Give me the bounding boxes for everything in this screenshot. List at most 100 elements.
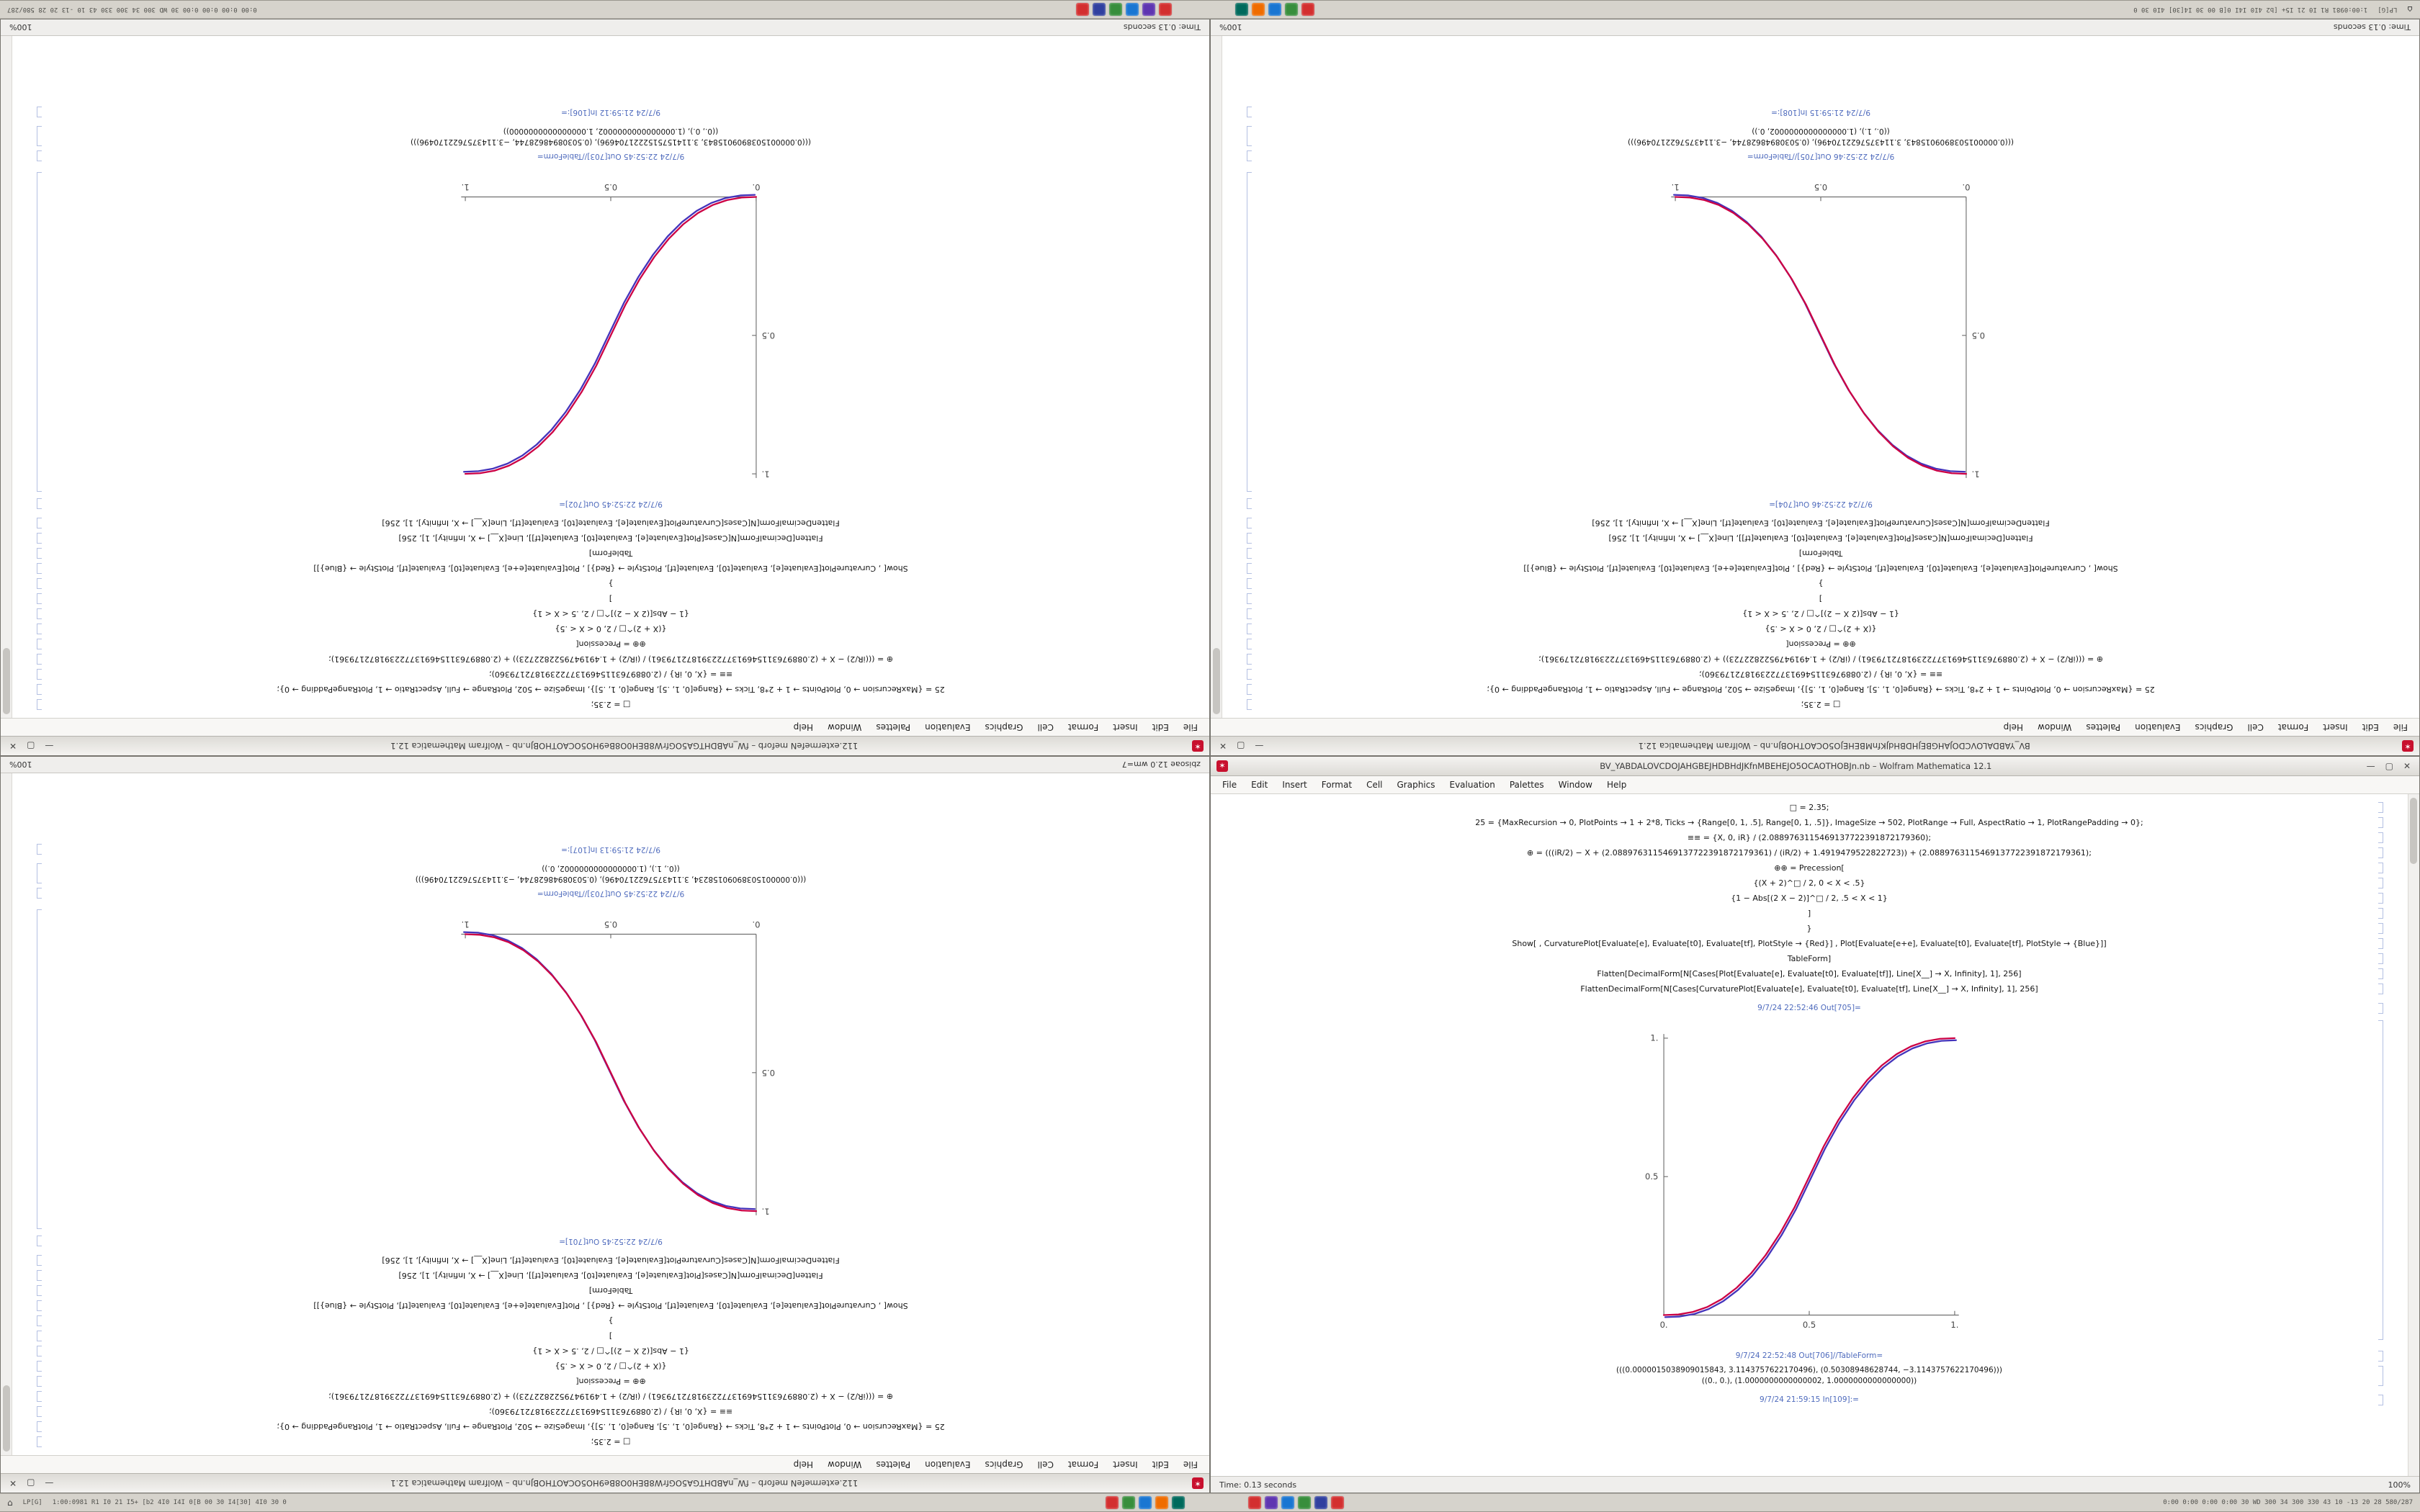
menu-item-help[interactable]: Help bbox=[793, 1459, 814, 1470]
input-cell-4[interactable]: ⊕ = (((iR/2) − X + (2.088976311546913772… bbox=[53, 653, 1169, 665]
input-cell-8[interactable]: ] bbox=[53, 593, 1169, 605]
app-group-2-icon-4[interactable] bbox=[1108, 3, 1122, 16]
menu-item-edit[interactable]: Edit bbox=[1152, 722, 1169, 732]
menu-item-evaluation[interactable]: Evaluation bbox=[925, 722, 971, 732]
app-group-2-icon-4[interactable] bbox=[1298, 1496, 1312, 1509]
vertical-scrollbar[interactable] bbox=[1, 36, 12, 718]
menu-item-file[interactable]: File bbox=[2393, 722, 2408, 732]
app-group-1-icon-3[interactable] bbox=[1139, 1496, 1152, 1509]
menu-item-insert[interactable]: Insert bbox=[1113, 1459, 1138, 1470]
input-cell-9[interactable]: } bbox=[53, 1315, 1169, 1327]
input-cell-6[interactable]: {(X + 2)^□ / 2, 0 < X < .5} bbox=[53, 623, 1169, 635]
app-group-2-icon-2[interactable] bbox=[1142, 3, 1155, 16]
app-group-1-icon-1[interactable] bbox=[1301, 3, 1314, 16]
home-icon[interactable]: ⌂ bbox=[7, 1498, 13, 1508]
notebook-content[interactable]: □ = 2.35; 25 = {MaxRecursion → 0, PlotPoi… bbox=[1, 773, 1209, 1455]
minimize-button[interactable]: — bbox=[45, 741, 54, 751]
input-cell-6[interactable]: {(X + 2)^□ / 2, 0 < X < .5} bbox=[53, 1360, 1169, 1372]
app-group-1-icon-5[interactable] bbox=[1234, 3, 1248, 16]
window-titlebar[interactable]: ✶ BV_YABDALOVCDOJAHGBEJHDBHdJKfnMBEHEJO5… bbox=[1211, 736, 2419, 755]
minimize-button[interactable]: — bbox=[2366, 761, 2375, 771]
input-cell-12[interactable]: Flatten[DecimalForm[N[Cases[Plot[Evaluat… bbox=[1251, 968, 2383, 980]
close-button[interactable]: ✕ bbox=[9, 741, 17, 751]
menu-item-graphics[interactable]: Graphics bbox=[1397, 780, 1435, 790]
menu-item-help[interactable]: Help bbox=[2003, 722, 2024, 732]
input-cell-7[interactable]: {1 − Abs[(2 X − 2)]^□ / 2, .5 < X < 1} bbox=[1263, 608, 2379, 620]
input-cell-13[interactable]: FlattenDecimalForm[N[Cases[CurvaturePlot… bbox=[1263, 517, 2379, 529]
input-cell-3[interactable]: ≡≡ = {X, 0, iR} / (2.0889763115469137722… bbox=[53, 1405, 1169, 1418]
maximize-button[interactable]: ▢ bbox=[1237, 741, 1245, 751]
input-cell-2[interactable]: 25 = {MaxRecursion → 0, PlotPoints → 1 +… bbox=[53, 1421, 1169, 1433]
notebook-content[interactable]: □ = 2.35; 25 = {MaxRecursion → 0, PlotPoi… bbox=[1211, 36, 2419, 718]
input-cell-9[interactable]: } bbox=[1263, 577, 2379, 590]
input-cell-4[interactable]: ⊕ = (((iR/2) − X + (2.088976311546913772… bbox=[53, 1390, 1169, 1403]
input-cell-10[interactable]: Show[ , CurvaturePlot[Evaluate[e], Evalu… bbox=[53, 562, 1169, 575]
menu-item-window[interactable]: Window bbox=[828, 722, 862, 732]
maximize-button[interactable]: ▢ bbox=[2385, 761, 2393, 771]
input-cell-5[interactable]: ⊕⊕ = Precession[ bbox=[1263, 638, 2379, 650]
input-cell-8[interactable]: ] bbox=[1251, 907, 2383, 919]
input-cell-8[interactable]: ] bbox=[1263, 593, 2379, 605]
menu-item-file[interactable]: File bbox=[1222, 780, 1237, 790]
menu-item-format[interactable]: Format bbox=[1321, 780, 1353, 790]
vertical-scrollbar[interactable] bbox=[1211, 36, 1222, 718]
input-cell-2[interactable]: 25 = {MaxRecursion → 0, PlotPoints → 1 +… bbox=[53, 683, 1169, 696]
input-cell-5[interactable]: ⊕⊕ = Precession[ bbox=[1251, 862, 2383, 874]
app-group-2-icon-2[interactable] bbox=[1265, 1496, 1278, 1509]
input-cell-13[interactable]: FlattenDecimalForm[N[Cases[CurvaturePlot… bbox=[53, 517, 1169, 529]
app-group-2-icon-6[interactable] bbox=[1075, 3, 1089, 16]
scrollbar-thumb[interactable] bbox=[3, 648, 10, 714]
input-cell-3[interactable]: ≡≡ = {X, 0, iR} / (2.0889763115469137722… bbox=[53, 668, 1169, 680]
minimize-button[interactable]: — bbox=[1255, 741, 1264, 751]
input-cell-11[interactable]: TableForm] bbox=[53, 1284, 1169, 1297]
input-cell-5[interactable]: ⊕⊕ = Precession[ bbox=[53, 1375, 1169, 1387]
menu-item-graphics[interactable]: Graphics bbox=[985, 1459, 1023, 1470]
input-cell-10[interactable]: Show[ , CurvaturePlot[Evaluate[e], Evalu… bbox=[1251, 937, 2383, 950]
menu-item-edit[interactable]: Edit bbox=[2362, 722, 2379, 732]
menu-item-format[interactable]: Format bbox=[1067, 722, 1099, 732]
menu-item-graphics[interactable]: Graphics bbox=[985, 722, 1023, 732]
menu-item-cell[interactable]: Cell bbox=[2247, 722, 2264, 732]
input-cell-3[interactable]: ≡≡ = {X, 0, iR} / (2.0889763115469137722… bbox=[1251, 832, 2383, 844]
menu-item-insert[interactable]: Insert bbox=[1113, 722, 1138, 732]
input-cell-11[interactable]: TableForm] bbox=[53, 547, 1169, 559]
menu-item-palettes[interactable]: Palettes bbox=[1509, 780, 1544, 790]
app-group-1-icon-2[interactable] bbox=[1122, 1496, 1136, 1509]
menu-item-evaluation[interactable]: Evaluation bbox=[2135, 722, 2181, 732]
notebook-content[interactable]: □ = 2.35; 25 = {MaxRecursion → 0, PlotPoi… bbox=[1211, 794, 2419, 1476]
input-cell-7[interactable]: {1 − Abs[(2 X − 2)]^□ / 2, .5 < X < 1} bbox=[53, 1345, 1169, 1357]
menu-item-format[interactable]: Format bbox=[1067, 1459, 1099, 1470]
input-cell-7[interactable]: {1 − Abs[(2 X − 2)]^□ / 2, .5 < X < 1} bbox=[53, 608, 1169, 620]
vertical-scrollbar[interactable] bbox=[1, 773, 12, 1455]
menu-item-format[interactable]: Format bbox=[2277, 722, 2309, 732]
scrollbar-thumb[interactable] bbox=[2410, 798, 2417, 864]
menu-item-edit[interactable]: Edit bbox=[1251, 780, 1268, 790]
window-titlebar[interactable]: ✶ 112.extermefeN meforb – fW_nABDHTGA5OG… bbox=[1, 736, 1209, 755]
input-cell-12[interactable]: Flatten[DecimalForm[N[Cases[Plot[Evaluat… bbox=[1263, 532, 2379, 544]
input-cell-10[interactable]: Show[ , CurvaturePlot[Evaluate[e], Evalu… bbox=[1263, 562, 2379, 575]
menu-item-evaluation[interactable]: Evaluation bbox=[1449, 780, 1495, 790]
input-cell-11[interactable]: TableForm] bbox=[1263, 547, 2379, 559]
app-group-1-icon-1[interactable] bbox=[1106, 1496, 1119, 1509]
app-group-1-icon-3[interactable] bbox=[1268, 3, 1281, 16]
input-cell-1[interactable]: □ = 2.35; bbox=[53, 1436, 1169, 1448]
input-cell-1[interactable]: □ = 2.35; bbox=[1251, 801, 2383, 814]
home-icon[interactable]: ⌂ bbox=[2407, 4, 2413, 14]
input-cell-6[interactable]: {(X + 2)^□ / 2, 0 < X < .5} bbox=[1251, 877, 2383, 889]
app-group-2-icon-3[interactable] bbox=[1281, 1496, 1295, 1509]
window-titlebar[interactable]: ✶ 112.extermefeN meforb – fW_nABDHTGA5OG… bbox=[1, 1473, 1209, 1493]
close-button[interactable]: ✕ bbox=[2403, 761, 2411, 771]
app-group-2-icon-5[interactable] bbox=[1314, 1496, 1328, 1509]
menu-item-window[interactable]: Window bbox=[2038, 722, 2072, 732]
input-cell-4[interactable]: ⊕ = (((iR/2) − X + (2.088976311546913772… bbox=[1251, 847, 2383, 859]
input-cell-12[interactable]: Flatten[DecimalForm[N[Cases[Plot[Evaluat… bbox=[53, 1269, 1169, 1282]
app-group-2-icon-3[interactable] bbox=[1125, 3, 1139, 16]
input-cell-13[interactable]: FlattenDecimalForm[N[Cases[CurvaturePlot… bbox=[53, 1254, 1169, 1266]
scrollbar-thumb[interactable] bbox=[3, 1385, 10, 1452]
scrollbar-thumb[interactable] bbox=[1213, 648, 1220, 714]
input-cell-1[interactable]: □ = 2.35; bbox=[53, 698, 1169, 711]
menu-item-palettes[interactable]: Palettes bbox=[2086, 722, 2121, 732]
menu-item-palettes[interactable]: Palettes bbox=[876, 1459, 911, 1470]
menu-item-file[interactable]: File bbox=[1183, 722, 1198, 732]
menu-item-graphics[interactable]: Graphics bbox=[2195, 722, 2233, 732]
